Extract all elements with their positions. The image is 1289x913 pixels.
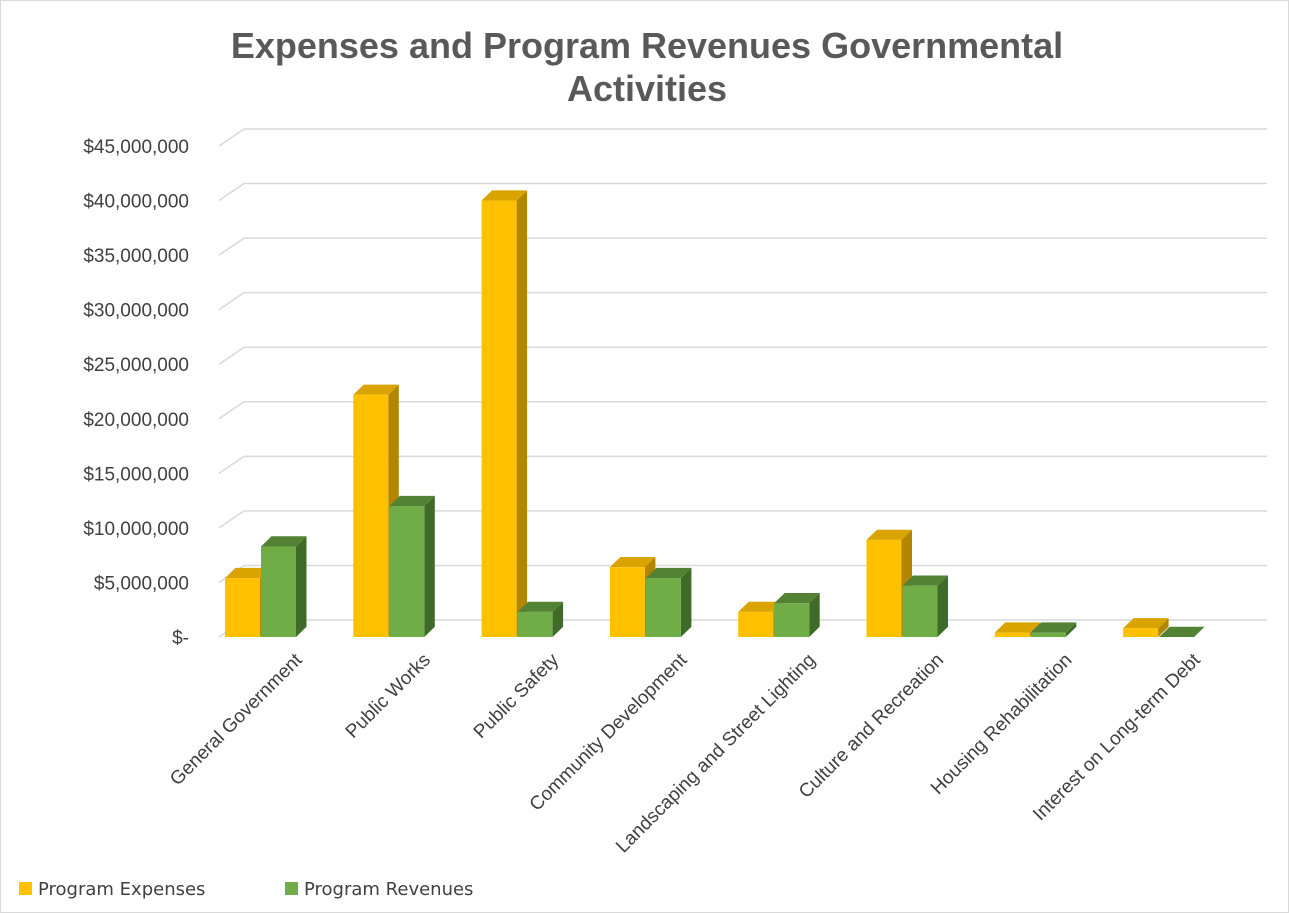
bar-front [1123, 628, 1159, 637]
bar [1123, 618, 1169, 637]
x-category-label: General Government [166, 649, 307, 790]
bar-top [225, 567, 271, 579]
bar-front [261, 546, 296, 637]
gridline-depth [218, 510, 245, 529]
gridline-depth [218, 401, 245, 420]
bar-top [609, 556, 656, 568]
bar-top [353, 384, 399, 395]
y-tick-label: $25,000,000 [83, 355, 189, 376]
bar-side [680, 567, 692, 637]
x-axis-category-labels: General Government Public Works Public Saf… [166, 649, 1205, 857]
bar [389, 495, 435, 637]
legend-item: Program Expenses [19, 879, 205, 900]
bar-front [609, 567, 645, 637]
bar [1030, 622, 1077, 637]
bar-front [645, 578, 681, 637]
x-category-label: Housing Rehabilitation [927, 650, 1076, 799]
y-tick-label: $20,000,000 [83, 410, 189, 431]
bar [517, 601, 564, 637]
bar-top [1159, 626, 1205, 637]
bar-top [261, 536, 307, 547]
bar-side [296, 536, 307, 637]
bar-top [389, 495, 435, 507]
x-category-label: Public Safety [470, 649, 564, 743]
y-tick-label: $45,000,000 [83, 137, 189, 158]
bar-top [902, 575, 948, 586]
bar [481, 190, 528, 638]
bar [261, 536, 307, 637]
bar-front [866, 539, 902, 637]
gridline-depth [218, 182, 245, 202]
bar-top [645, 567, 692, 579]
bar-front [353, 394, 389, 637]
gridline-depth [218, 128, 245, 147]
x-category-label: Landscaping and Street Lighting [612, 650, 820, 858]
legend-swatch [285, 882, 298, 895]
legend-label: Program Expenses [38, 879, 205, 900]
bar-front [994, 632, 1030, 637]
legend-label: Program Revenues [304, 879, 473, 900]
gridline-depth [218, 237, 245, 256]
bar-top [994, 622, 1041, 633]
gridline-depth [218, 346, 245, 365]
bar-side [1158, 618, 1169, 637]
bar-side [552, 601, 564, 637]
bar-front [225, 578, 260, 637]
bar-side [1065, 622, 1077, 637]
bars [225, 190, 1205, 638]
bar-side [424, 495, 435, 637]
bar-top [517, 601, 564, 612]
bar-side [809, 592, 820, 637]
bar-front [389, 506, 425, 637]
chart-title: Expenses and Program Revenues Government… [231, 25, 1063, 109]
bar [774, 592, 820, 637]
bar-top [774, 592, 820, 604]
x-category-label: Culture and Recreation [795, 650, 948, 803]
gridline-depth [218, 455, 245, 474]
bar-front [1030, 632, 1066, 637]
bar-top [481, 190, 528, 201]
y-tick-label: $40,000,000 [83, 192, 189, 213]
bar-top [1030, 622, 1077, 633]
bar-front [902, 585, 938, 637]
chart-title-line-1: Expenses and Program Revenues Government… [231, 25, 1063, 66]
bar-side [516, 190, 528, 637]
y-tick-label: $10,000,000 [83, 519, 189, 540]
legend-swatch [19, 882, 32, 895]
y-tick-label: $15,000,000 [83, 464, 189, 485]
chart-title-line-2: Activities [567, 68, 727, 109]
bar-top [1123, 618, 1169, 629]
bar-top [738, 601, 784, 612]
y-tick-label: $- [172, 628, 189, 649]
y-tick-label: $35,000,000 [83, 246, 189, 267]
y-tick-label: $30,000,000 [83, 301, 189, 322]
legend: Program Expenses Program Revenues [19, 879, 473, 900]
bar-front [774, 603, 810, 637]
bar-front [517, 611, 553, 637]
bar-top [866, 529, 912, 540]
y-tick-label: $5,000,000 [94, 573, 189, 594]
bar-front [738, 611, 774, 637]
bar-side [937, 575, 948, 637]
legend-item: Program Revenues [285, 879, 473, 900]
y-axis-tick-labels: $- $5,000,000 $10,000,000 $15,000,000 $20,00… [83, 137, 189, 649]
bar [645, 567, 692, 637]
x-category-label: Public Works [342, 650, 435, 743]
bar [1159, 626, 1205, 637]
bar-front [481, 200, 517, 638]
bar [902, 575, 948, 637]
gridline-depth [218, 292, 245, 311]
